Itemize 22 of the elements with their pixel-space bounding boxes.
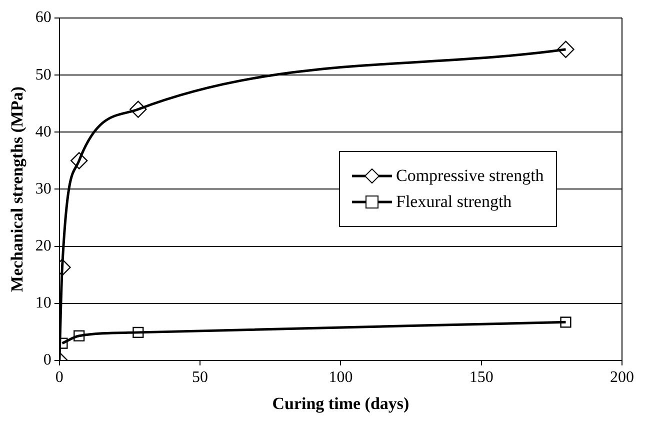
legend-label: Flexural strength	[396, 192, 512, 212]
y-tick-label: 60	[35, 9, 52, 26]
point	[560, 316, 572, 328]
legend-label: Compressive strength	[396, 166, 544, 186]
y-tick-label: 30	[35, 180, 52, 198]
point	[130, 100, 147, 118]
y-tick-label: 0	[43, 352, 52, 369]
y-tick-label: 20	[35, 237, 52, 254]
y-tick-label: 40	[35, 123, 52, 140]
x-tick-label: 150	[469, 369, 494, 386]
x-tick-label: 0	[55, 369, 64, 386]
y-axis-title: Mechanical strengths (MPa)	[8, 86, 27, 292]
point	[70, 152, 88, 170]
x-tick-label: 50	[192, 369, 208, 386]
y-tick-label: 10	[35, 294, 52, 312]
x-axis-title: Curing time (days)	[272, 394, 410, 414]
x-tick-label: 200	[610, 369, 634, 386]
point	[132, 326, 144, 338]
point	[557, 40, 574, 58]
x-tick-label: 100	[328, 369, 353, 386]
point	[74, 330, 85, 342]
y-tick-label: 50	[35, 66, 52, 84]
